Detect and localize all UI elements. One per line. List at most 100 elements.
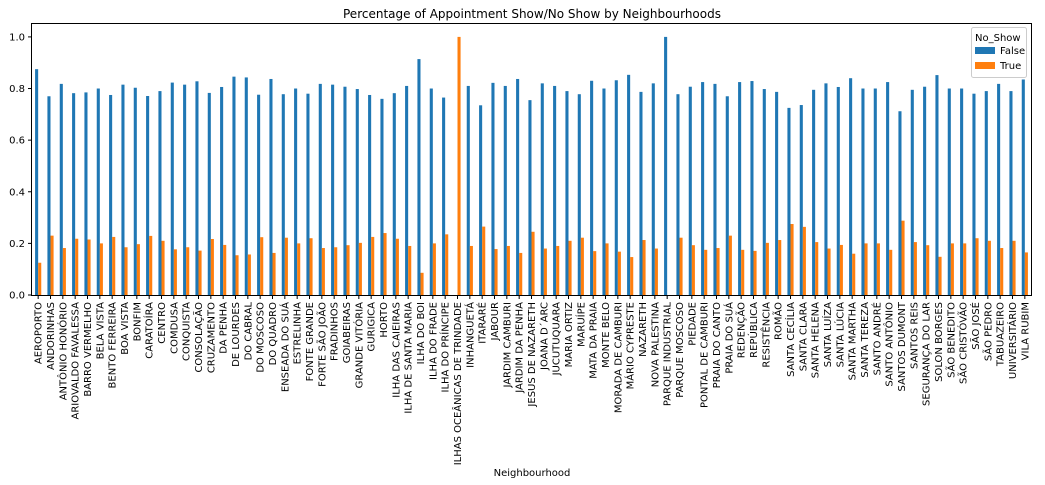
x-tick-label: TABUAZEIRO [996,302,1007,367]
x-axis-label: Neighbourhood [494,468,571,479]
x-tick-label: SANTO ANDRÉ [870,302,883,375]
x-tick-label: DO QUADRO [268,302,279,365]
bar-true-25 [346,245,350,295]
bars-group [35,36,1028,296]
bar-true-14 [210,238,214,295]
bar-false-62 [799,105,803,295]
x-tick-label: PRAIA DO SUÁ [722,302,735,374]
x-tick-label: CRUZAMENTO [206,302,217,373]
bar-true-57 [741,249,745,295]
x-tick-label: PIEDADE [687,302,698,346]
bar-true-42 [556,245,560,295]
bar-false-38 [503,85,507,295]
y-tick-label: 1.0 [9,32,25,43]
bar-true-1 [50,235,54,295]
bar-false-79 [1009,91,1013,295]
x-tick-label: UNIVERSITÁRIO [1006,302,1019,379]
x-tick-label: SANTA LÚCIA [833,302,846,368]
x-tick-label: SANTOS REIS [909,302,920,369]
bar-false-69 [886,82,890,295]
bar-true-58 [753,250,757,295]
bar-true-68 [876,243,880,295]
chart-title: Percentage of Appointment Show/No Show b… [343,7,721,21]
bar-true-49 [642,240,646,295]
bar-true-38 [506,245,510,295]
x-tick-label: BOA VISTA [120,302,131,355]
bar-true-11 [173,249,177,295]
x-tick-label: PONTAL DE CAMBURI [700,302,711,408]
bar-true-0 [38,262,42,295]
x-tick-label: DO MOSCOSO [256,302,267,373]
bar-true-74 [950,243,954,295]
bar-true-16 [235,255,239,295]
x-tick-label: ILHA DE SANTA MARIA [404,302,415,414]
bar-true-63 [815,242,819,295]
x-tick-label: ILHAS OCEÂNICAS DE TRINDADE [451,302,464,465]
bar-false-78 [997,83,1001,295]
bar-false-70 [898,111,902,296]
bar-false-51 [664,36,668,296]
bar-false-1 [47,96,51,296]
bar-false-21 [294,88,298,296]
bar-true-54 [704,249,708,295]
x-tick-label: ANTÔNIO HONÓRIO [56,302,69,400]
legend-label-false: False [1000,46,1025,57]
y-tick-label: 0.2 [9,239,25,250]
bar-false-63 [812,89,816,295]
x-tick-label: JUCUTUQUARA [552,302,563,377]
bar-true-27 [371,236,375,295]
bar-true-37 [494,249,498,295]
bar-false-29 [392,93,396,295]
x-tick-label: JARDIM CAMBURI [502,302,513,389]
bar-false-71 [910,89,914,295]
bar-true-43 [568,240,572,295]
x-tick-label: PARQUE INDUSTRIAL [663,302,674,407]
bar-false-16 [232,76,236,296]
x-tick-label: PARQUE MOSCOSO [675,302,686,398]
bar-true-61 [790,224,794,295]
bar-true-75 [963,243,967,295]
bar-true-46 [605,243,609,295]
bar-true-47 [617,251,621,295]
bar-false-31 [417,59,421,295]
bar-true-10 [161,240,165,295]
bar-true-29 [395,238,399,295]
bar-false-24 [331,84,335,296]
bar-true-6 [112,236,116,295]
bar-true-30 [408,245,412,295]
bar-false-2 [59,83,63,295]
bar-false-66 [849,78,853,295]
x-tick-label: ILHA DO FRADE [428,302,439,380]
bar-false-65 [836,86,840,295]
x-tick-label: REDENÇÃO [735,302,748,358]
bar-false-40 [528,100,532,295]
x-tick-label: SANTA MARTHA [848,302,859,381]
bar-true-77 [987,240,991,295]
bar-false-75 [960,88,964,296]
bar-false-19 [269,78,273,295]
x-tick-label: INHANGUETÁ [463,302,476,368]
bar-false-56 [725,96,729,296]
x-tick-label: SEGURANÇA DO LAR [922,302,933,406]
bar-true-23 [321,248,325,295]
x-tick-label: BELA VISTA [95,302,106,359]
bar-false-36 [479,105,483,295]
bar-false-8 [133,87,137,295]
x-tick-label: SÃO PEDRO [981,302,994,361]
bar-false-60 [775,91,779,295]
bar-true-20 [284,237,288,295]
x-tick-label: GRANDE VITÓRIA [352,302,365,388]
x-tick-label: DO CABRAL [243,302,254,361]
x-tick-label: FONTE GRANDE [305,302,316,381]
x-tick-label: COMDUSA [169,302,180,354]
x-tick-label: ILHA DO PRÍNCIPE [439,302,452,393]
bar-true-39 [519,252,523,295]
bar-true-21 [297,243,301,295]
x-tick-label: ILHA DO BOI [416,302,427,364]
bar-true-72 [926,245,930,295]
x-tick-label: BARRO VERMELHO [83,302,94,397]
bar-true-40 [531,231,535,295]
x-tick-label: JABOUR [490,302,501,341]
x-tick-label: BONFIM [132,302,143,341]
bar-true-4 [87,239,91,295]
